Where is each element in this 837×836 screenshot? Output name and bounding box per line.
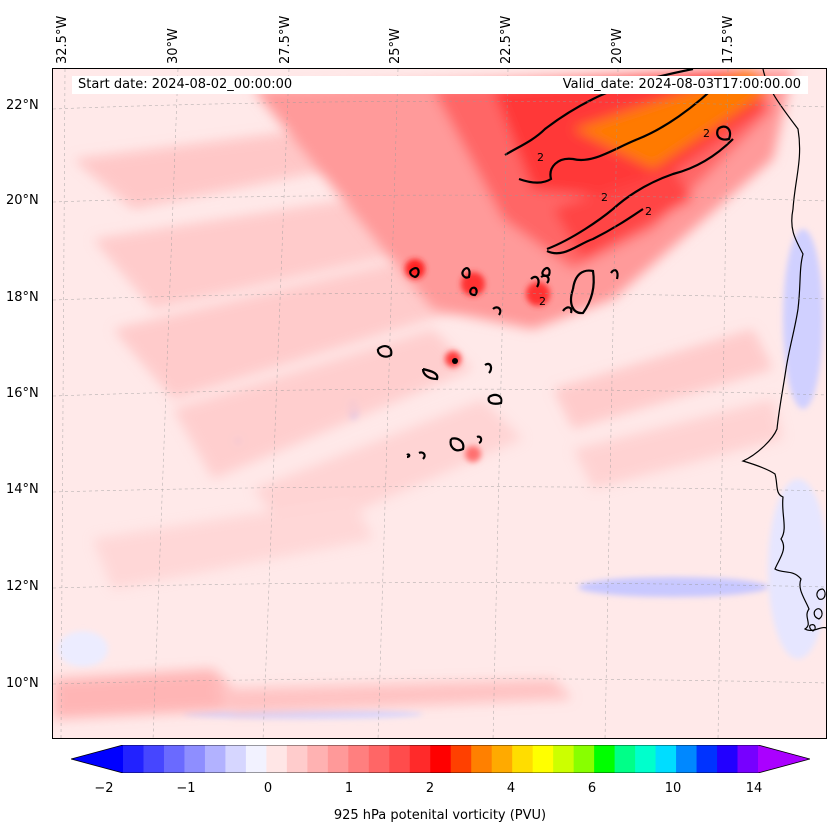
contour-label: 2 (601, 191, 608, 204)
colorbar-cell (491, 745, 513, 773)
colorbar-tick: 10 (664, 781, 682, 796)
colorbar-cell (430, 745, 452, 773)
colorbar-cell (717, 745, 739, 773)
lat-label: 18°N (6, 290, 39, 305)
colorbar-cell (123, 745, 144, 773)
colorbar-cell (553, 745, 575, 773)
colorbar-cell (286, 745, 308, 773)
colorbar-cell (245, 745, 267, 773)
colorbar-extend-max (758, 745, 810, 773)
island-dot (452, 358, 458, 364)
colorbar-cell (573, 745, 595, 773)
colorbar-tick: 2 (425, 781, 435, 796)
colorbar-cell (225, 745, 247, 773)
start-date: Start date: 2024-08-02_00:00:00 (78, 77, 293, 92)
colorbar-cell (307, 745, 329, 773)
colorbar-cell (471, 745, 493, 773)
contour-label: 2 (539, 295, 546, 308)
colorbar-cell (594, 745, 616, 773)
colorbar-cell (409, 745, 431, 773)
valid-date: Valid_date: 2024-08-03T17:00:00.00 (562, 77, 801, 92)
colorbar-cell (348, 745, 370, 773)
colorbar-tick: −1 (176, 781, 196, 796)
colorbar-tick: 1 (344, 781, 354, 796)
colorbar-cell (737, 745, 759, 773)
colorbar-cell (204, 745, 226, 773)
colorbar-cell (368, 745, 390, 773)
colorbar-cell (184, 745, 206, 773)
colorbar-tick: 14 (745, 781, 763, 796)
colorbar-cell (635, 745, 657, 773)
lat-label: 22°N (6, 98, 39, 113)
colorbar-tick: 0 (263, 781, 273, 796)
contour-lines (376, 69, 734, 460)
contour-label: 2 (703, 127, 710, 140)
colorbar-cell (696, 745, 718, 773)
colorbar-tick: −2 (94, 781, 114, 796)
graticule (53, 69, 826, 738)
colorbar (71, 745, 810, 773)
colorbar-tick: 4 (506, 781, 516, 796)
lon-label: 25°W (388, 28, 403, 64)
colorbar-extend-min (71, 745, 123, 773)
colorbar-cell (614, 745, 636, 773)
lon-label: 27.5°W (278, 15, 293, 64)
contour-label-group: 2 2 2 2 2 (537, 127, 710, 308)
colorbar-cell (512, 745, 534, 773)
colorbar-cell (143, 745, 165, 773)
coastline (741, 69, 826, 632)
map-panel: 2 2 2 2 2 (52, 68, 827, 739)
lat-label: 20°N (6, 193, 39, 208)
lat-label: 16°N (6, 386, 39, 401)
date-header: Start date: 2024-08-02_00:00:00 Valid_da… (72, 76, 808, 94)
lat-label: 14°N (6, 482, 39, 497)
colorbar-label: 925 hPa potenital vorticity (PVU) (333, 808, 547, 823)
contour-label: 2 (537, 151, 544, 164)
lon-label: 32.5°W (55, 15, 70, 64)
lat-label: 10°N (6, 676, 39, 691)
colorbar-cell (676, 745, 698, 773)
colorbar-cell (389, 745, 411, 773)
high-pv-region (253, 69, 793, 329)
colorbar-cell (266, 745, 288, 773)
contour-label: 2 (645, 205, 652, 218)
colorbar-cell (327, 745, 349, 773)
colorbar-cell (532, 745, 554, 773)
lon-label: 30°W (166, 28, 181, 64)
pv-field-map: 2 2 2 2 2 (53, 69, 826, 738)
colorbar-cell (163, 745, 185, 773)
lat-label: 12°N (6, 579, 39, 594)
colorbar-cell (450, 745, 472, 773)
lon-label: 20°W (610, 28, 625, 64)
lon-label: 17.5°W (721, 15, 736, 64)
lon-label: 22.5°W (499, 15, 514, 64)
colorbar-cell (655, 745, 677, 773)
colorbar-tick: 6 (587, 781, 597, 796)
